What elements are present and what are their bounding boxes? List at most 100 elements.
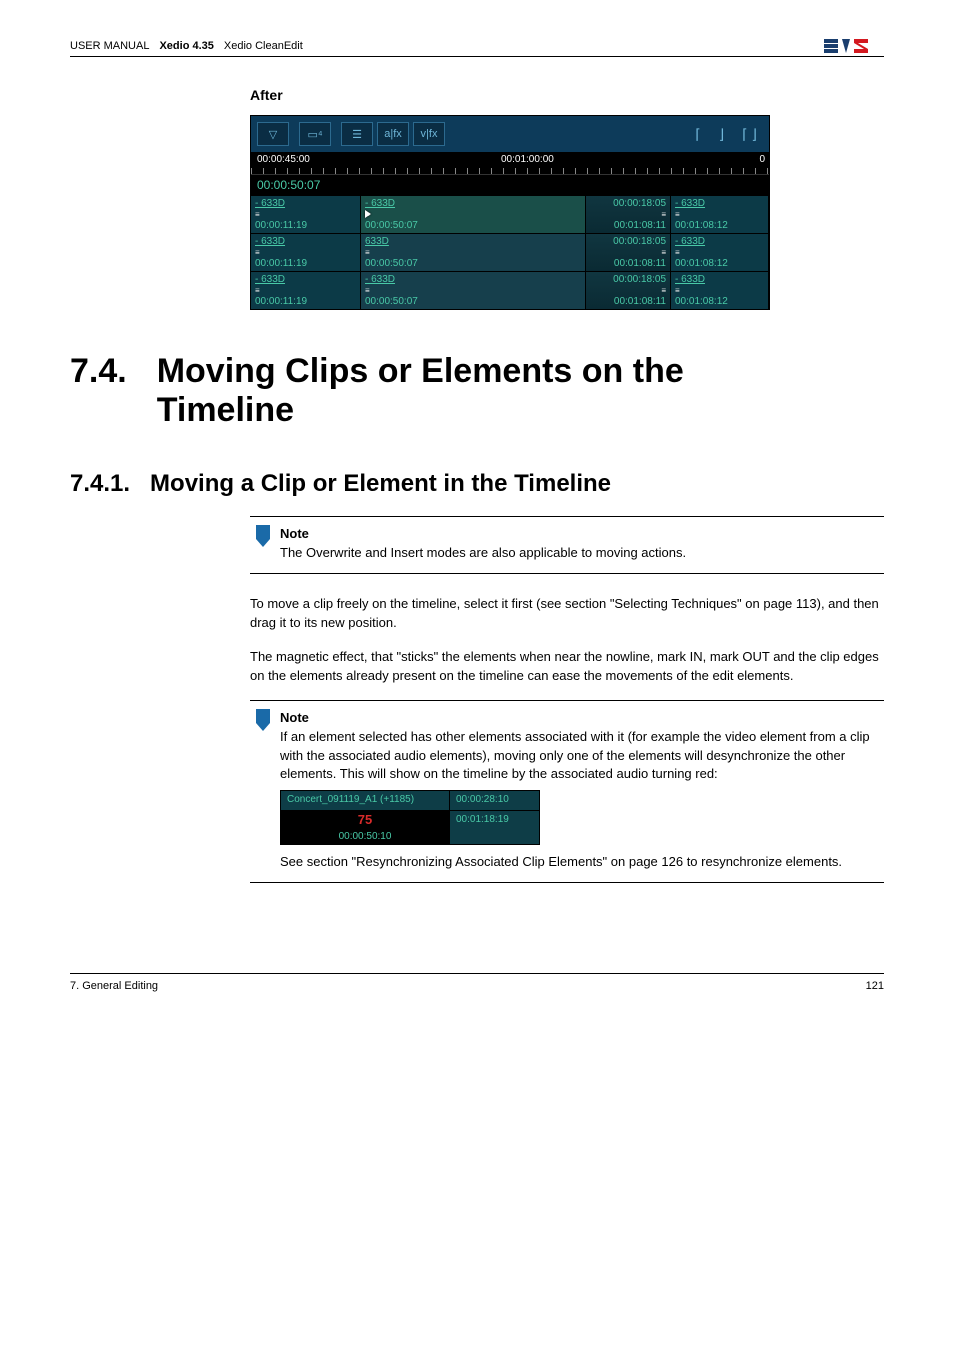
page-header: USER MANUAL Xedio 4.35 Xedio CleanEdit (70, 40, 884, 57)
triangle-icon: ▽ (269, 128, 277, 141)
list-icon: ☰ (352, 128, 362, 141)
vfx-label: v|fx (421, 128, 438, 140)
note-title: Note (280, 709, 876, 728)
clip-name: - 633D (675, 198, 764, 209)
clip-tc: 00:00:11:19 (255, 296, 356, 307)
eq-icon: ≡ (590, 286, 666, 295)
track-row[interactable]: - 633D≡00:00:11:19633D≡00:00:50:0700:00:… (251, 233, 769, 271)
eq-icon: ≡ (590, 210, 666, 219)
clip-gap: 00:00:18:05≡00:01:08:11 (586, 234, 671, 271)
evs-logo (824, 36, 884, 61)
clip-tc: 00:01:08:12 (675, 258, 764, 269)
gap-tc-bottom: 00:01:08:11 (590, 296, 666, 307)
clip-tc: 00:00:50:07 (365, 296, 581, 307)
overall-timecode: 00:00:50:07 (251, 174, 769, 195)
note-box-1: Note The Overwrite and Insert modes are … (250, 516, 884, 574)
clip-tc: 00:00:50:07 (365, 258, 581, 269)
section-number: 7.4. (70, 352, 127, 391)
note-title: Note (280, 525, 876, 544)
section-heading-7-4: 7.4. Moving Clips or Elements on the Tim… (70, 352, 884, 430)
clip-left[interactable]: - 633D≡00:00:11:19 (251, 272, 361, 309)
eq-icon: ≡ (255, 286, 356, 295)
ruler-tc-1: 00:00:45:00 (257, 154, 310, 165)
gap-tc-bottom: 00:01:08:11 (590, 258, 666, 269)
bracket-close-icon[interactable]: ⌋ (719, 126, 724, 143)
clip-tc: 00:01:08:12 (675, 220, 764, 231)
eq-icon: ≡ (675, 248, 764, 257)
tool-rect-button[interactable]: ▭⁴ (299, 122, 331, 146)
gap-tc-top: 00:00:18:05 (590, 274, 666, 285)
note-body-2: See section "Resynchronizing Associated … (280, 853, 876, 872)
timeline-screenshot: ▽ ▭⁴ ☰ a|fx v|fx ⌈ ⌋ ⌈ ⌋ 00:00:45:00 00:… (250, 115, 770, 310)
footer-page-number: 121 (866, 980, 884, 992)
tool-list-button[interactable]: ☰ (341, 122, 373, 146)
tool-afx-button[interactable]: a|fx (377, 122, 409, 146)
bracket-buttons: ⌈ ⌋ ⌈ ⌋ (695, 126, 757, 143)
clip-right[interactable]: - 633D≡00:01:08:12 (671, 196, 769, 233)
clip-gap: 00:00:18:05≡00:01:08:11 (586, 272, 671, 309)
section-title-line2: Timeline (157, 391, 684, 430)
afx-label: a|fx (384, 128, 402, 140)
inline-tc-in: 00:00:28:10 (450, 790, 540, 811)
inline-tc-out: 00:01:18:19 (450, 811, 540, 845)
clip-tc: 00:00:11:19 (255, 220, 356, 231)
after-heading: After (250, 87, 884, 103)
gap-tc-bottom: 00:01:08:11 (590, 220, 666, 231)
clip-mid[interactable]: 633D≡00:00:50:07 (361, 234, 586, 271)
header-label: USER MANUAL (70, 40, 149, 52)
track-row[interactable]: - 633D≡00:00:11:19- 633D≡00:00:50:0700:0… (251, 195, 769, 233)
note-flag-icon (256, 709, 270, 731)
ruler-tc-2: 00:01:00:00 (501, 154, 554, 165)
clip-tc: 00:01:08:12 (675, 296, 764, 307)
eq-icon: ≡ (675, 286, 764, 295)
eq-icon: ≡ (255, 210, 356, 219)
clip-gap: 00:00:18:05≡00:01:08:11 (586, 196, 671, 233)
clip-mid[interactable]: - 633D≡00:00:50:07 (361, 196, 586, 233)
eq-icon: ≡ (365, 210, 581, 219)
timeline-ruler[interactable]: 00:00:45:00 00:01:00:00 0 (251, 152, 769, 174)
bracket-open-icon[interactable]: ⌈ (695, 126, 700, 143)
clip-name: - 633D (365, 198, 581, 209)
tool-vfx-button[interactable]: v|fx (413, 122, 445, 146)
note-body: The Overwrite and Insert modes are also … (280, 544, 876, 563)
clip-mid[interactable]: - 633D≡00:00:50:07 (361, 272, 586, 309)
tool-triangle-button[interactable]: ▽ (257, 122, 289, 146)
clip-right[interactable]: - 633D≡00:01:08:12 (671, 272, 769, 309)
clip-name: - 633D (255, 274, 356, 285)
header-module: Xedio CleanEdit (224, 40, 303, 52)
clip-name: - 633D (675, 236, 764, 247)
note-flag-icon (256, 525, 270, 547)
inline-desync-value: 75 00:00:50:10 (280, 811, 450, 845)
inline-audio-screenshot: Concert_091119_A1 (+1185) 00:00:28:10 75… (280, 790, 540, 845)
clip-name: - 633D (255, 236, 356, 247)
clip-tc: 00:00:50:07 (365, 220, 581, 231)
gap-tc-top: 00:00:18:05 (590, 236, 666, 247)
paragraph-2: The magnetic effect, that "sticks" the e… (250, 647, 884, 686)
note-body-1: If an element selected has other element… (280, 728, 876, 785)
section-title-line1: Moving Clips or Elements on the (157, 352, 684, 391)
eq-icon: ≡ (365, 286, 581, 295)
clip-left[interactable]: - 633D≡00:00:11:19 (251, 196, 361, 233)
section-heading-7-4-1: 7.4.1. Moving a Clip or Element in the T… (70, 470, 884, 498)
subsection-title: Moving a Clip or Element in the Timeline (150, 470, 611, 498)
eq-icon: ≡ (675, 210, 764, 219)
gap-tc-top: 00:00:18:05 (590, 198, 666, 209)
note-box-2: Note If an element selected has other el… (250, 700, 884, 883)
page-footer: 7. General Editing 121 (70, 973, 884, 992)
cursor-arrow-icon (365, 210, 371, 218)
inline-clip-name: Concert_091119_A1 (+1185) (280, 790, 450, 811)
timeline-toolbar: ▽ ▭⁴ ☰ a|fx v|fx ⌈ ⌋ ⌈ ⌋ (251, 116, 769, 152)
rect-icon: ▭⁴ (307, 128, 322, 141)
clip-tc: 00:00:11:19 (255, 258, 356, 269)
eq-icon: ≡ (255, 248, 356, 257)
clip-name: - 633D (365, 274, 581, 285)
bracket-pair-icon[interactable]: ⌈ ⌋ (742, 126, 757, 143)
clip-left[interactable]: - 633D≡00:00:11:19 (251, 234, 361, 271)
header-product: Xedio 4.35 (159, 40, 213, 52)
footer-section: 7. General Editing (70, 980, 158, 992)
track-row[interactable]: - 633D≡00:00:11:19- 633D≡00:00:50:0700:0… (251, 271, 769, 309)
paragraph-1: To move a clip freely on the timeline, s… (250, 594, 884, 633)
eq-icon: ≡ (365, 248, 581, 257)
clip-right[interactable]: - 633D≡00:01:08:12 (671, 234, 769, 271)
clip-name: - 633D (675, 274, 764, 285)
